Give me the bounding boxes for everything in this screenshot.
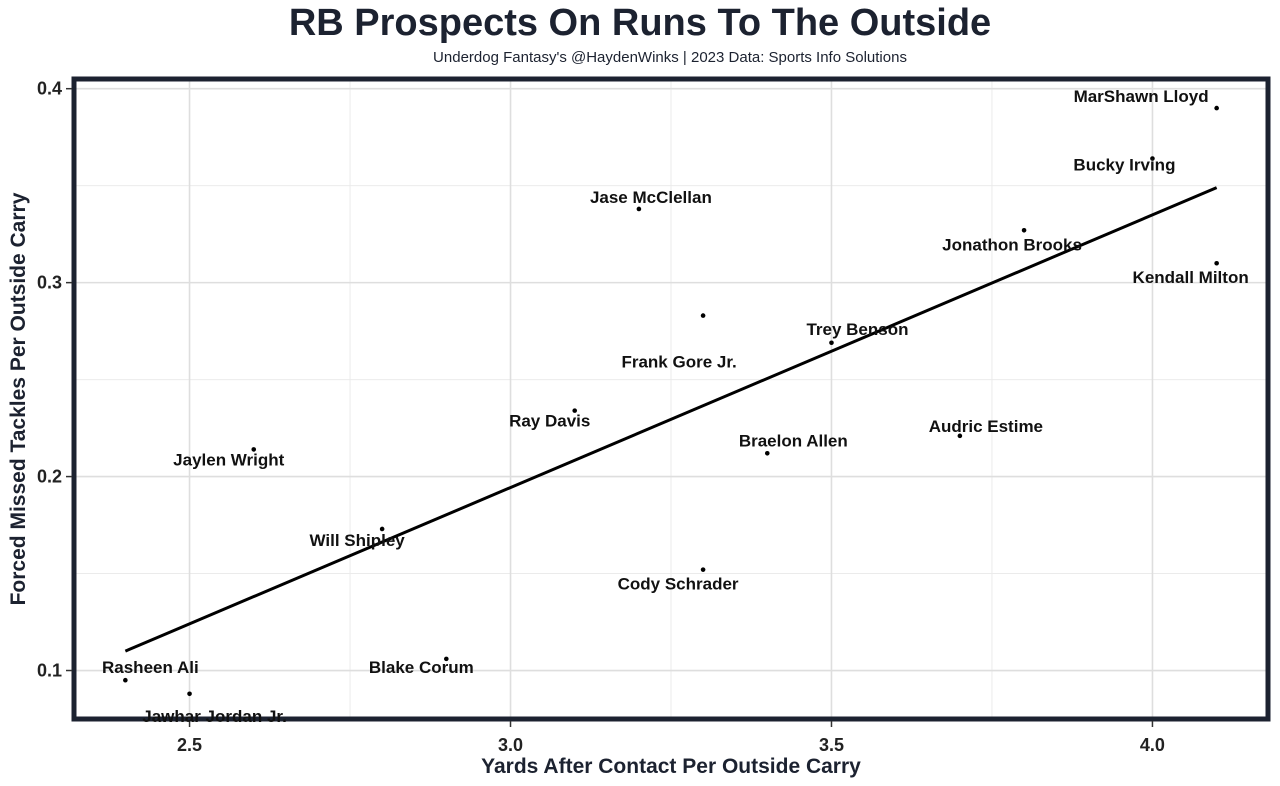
point-label: Kendall Milton [1133, 268, 1249, 287]
data-point [1214, 105, 1219, 111]
point-label: Audric Estime [929, 417, 1043, 436]
data-point [123, 677, 128, 683]
data-point [700, 313, 706, 318]
data-point [572, 408, 578, 413]
y-tick-label: 0.4 [37, 79, 62, 99]
point-label: Jawhar Jordan Jr. [142, 707, 287, 726]
point-label: Rasheen Ali [102, 658, 199, 677]
y-tick-label: 0.2 [37, 467, 62, 487]
data-point [379, 526, 385, 532]
chart-subtitle: Underdog Fantasy's @HaydenWinks | 2023 D… [433, 49, 907, 66]
point-label: Braelon Allen [739, 431, 848, 450]
y-tick-label: 0.1 [37, 661, 62, 681]
data-point [1021, 227, 1027, 233]
point-label: Ray Davis [509, 412, 590, 431]
data-point [1150, 156, 1155, 161]
data-point [764, 451, 770, 456]
point-label: Blake Corum [369, 658, 474, 677]
point-label: MarShawn Lloyd [1074, 87, 1209, 106]
data-point [636, 206, 642, 212]
data-point [1214, 260, 1219, 266]
x-tick-label: 3.0 [498, 735, 523, 755]
point-label: Frank Gore Jr. [621, 353, 736, 372]
plot-border [71, 76, 1271, 722]
point-label: Trey Benson [806, 320, 908, 339]
point-label: Jaylen Wright [173, 450, 284, 469]
data-point [829, 340, 834, 346]
data-point [251, 447, 257, 452]
point-label: Cody Schrader [618, 575, 739, 594]
point-label: Jase McClellan [590, 188, 712, 207]
x-tick-label: 4.0 [1140, 735, 1165, 755]
trend-line [124, 186, 1218, 653]
data-point [444, 656, 449, 662]
x-axis-title: Yards After Contact Per Outside Carry [481, 755, 861, 778]
y-axis-title: Forced Missed Tackles Per Outside Carry [7, 192, 30, 605]
point-label: Bucky Irving [1073, 156, 1175, 175]
point-label: Jonathon Brooks [942, 235, 1082, 254]
point-label: Will Shipley [309, 531, 405, 550]
data-point [187, 691, 192, 697]
x-tick-label: 2.5 [177, 735, 202, 755]
x-tick-label: 3.5 [819, 735, 844, 755]
data-point [957, 433, 963, 439]
chart-title: RB Prospects On Runs To The Outside [288, 2, 992, 44]
data-point [700, 567, 706, 572]
y-tick-label: 0.3 [37, 273, 62, 293]
